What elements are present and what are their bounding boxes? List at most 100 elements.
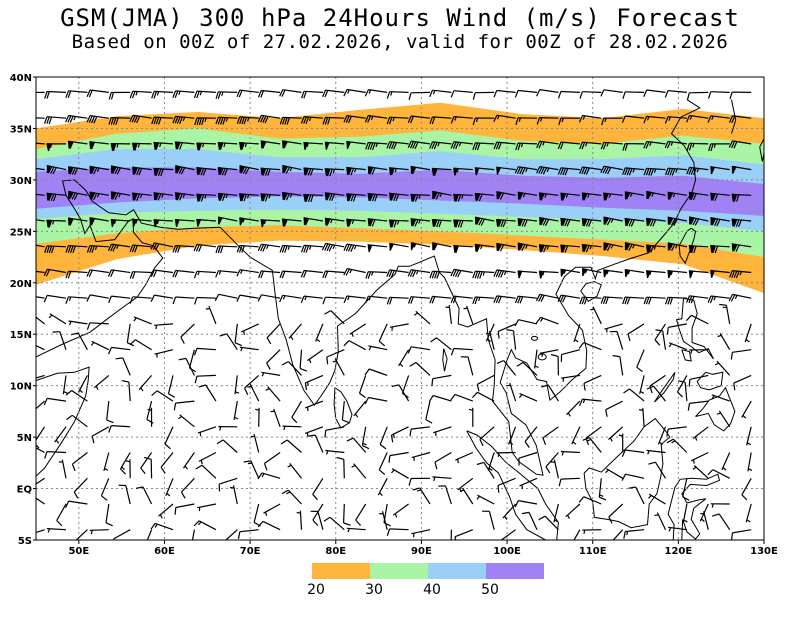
wind-barb <box>383 503 391 527</box>
wind-barb <box>643 296 666 305</box>
wind-barb <box>89 165 109 175</box>
wind-barb <box>578 114 602 123</box>
wind-barb <box>133 316 152 325</box>
wind-barb <box>687 400 709 411</box>
wind-barb <box>353 400 367 418</box>
wind-barb <box>65 245 88 254</box>
wind-barb <box>688 191 709 201</box>
wind-barb <box>364 396 388 405</box>
wind-barb <box>346 140 366 150</box>
wind-barb <box>604 323 623 333</box>
wind-barb <box>521 511 538 530</box>
wind-barb <box>44 245 67 254</box>
wind-barb <box>603 192 623 201</box>
wind-barb <box>538 192 559 201</box>
wind-barb <box>129 114 152 124</box>
wind-barb <box>485 323 495 342</box>
wind-barb <box>343 295 366 304</box>
map-subtitle: Based on 00Z of 27.02.2026, valid for 00… <box>71 31 729 53</box>
wind-barb <box>536 117 559 125</box>
wind-barb <box>516 361 538 376</box>
wind-barb <box>129 296 152 304</box>
wind-barb <box>455 451 474 464</box>
wind-barb <box>411 529 431 538</box>
wind-barb <box>686 91 709 100</box>
lon-tick-label: 120E <box>664 546 692 557</box>
wind-barb <box>431 167 452 176</box>
wind-barb <box>236 116 259 125</box>
wind-barb <box>346 193 366 202</box>
wind-barb <box>129 244 152 253</box>
wind-barb <box>655 329 667 350</box>
wind-barb <box>36 345 45 351</box>
wind-barb <box>65 500 88 508</box>
wind-barb <box>664 167 687 176</box>
wind-barb <box>410 165 431 175</box>
wind-barb <box>493 114 516 123</box>
coast-borneo <box>583 417 671 529</box>
wind-barb <box>132 166 152 176</box>
wind-barb <box>46 192 67 202</box>
wind-barb <box>668 526 687 532</box>
wind-barb <box>103 452 110 472</box>
wind-barb <box>140 452 153 475</box>
wind-barb <box>62 375 68 395</box>
wind-barb <box>514 319 538 327</box>
wind-barb <box>664 140 687 149</box>
wind-barb <box>682 478 690 501</box>
wind-barb <box>453 245 473 253</box>
wind-barb <box>618 433 624 453</box>
wind-barb <box>667 242 688 252</box>
wind-barb <box>624 191 645 200</box>
wind-barb <box>541 384 559 402</box>
wind-barb <box>493 295 516 304</box>
wind-barb <box>716 410 731 428</box>
wind-barb <box>73 477 88 499</box>
wind-barb <box>496 359 517 376</box>
wind-barb <box>308 434 324 453</box>
wind-barb <box>43 268 67 277</box>
wind-barb <box>624 242 645 251</box>
wind-barb <box>358 375 367 398</box>
wind-barb <box>573 323 581 343</box>
wind-barb <box>198 384 217 402</box>
wind-barb <box>450 116 473 124</box>
wind-barb <box>539 349 559 357</box>
wind-barb <box>496 166 516 175</box>
wind-barb <box>36 497 45 505</box>
wind-barb <box>608 426 624 442</box>
wind-barb <box>612 529 624 540</box>
wind-barb <box>151 90 174 99</box>
wind-barb <box>146 400 154 424</box>
map-title: GSM(JMA) 300 hPa 24Hours Wind (m/s) Fore… <box>60 4 740 32</box>
wind-barb <box>558 477 580 487</box>
wind-barb <box>107 243 131 252</box>
wind-barb <box>236 294 259 302</box>
wind-barb <box>236 269 259 277</box>
wind-barb <box>578 496 602 505</box>
wind-barb <box>707 469 730 479</box>
wind-barb <box>600 296 623 305</box>
wind-barb <box>266 323 281 345</box>
wind-barb <box>496 242 516 252</box>
wind-barb <box>312 503 324 526</box>
wind-barb <box>229 485 238 505</box>
wind-barb <box>493 89 516 98</box>
wind-barb <box>257 472 281 480</box>
wind-barb <box>233 400 239 420</box>
wind-barb <box>258 270 281 279</box>
wind-barb <box>364 368 388 376</box>
wind-barb <box>236 244 259 253</box>
wind-barb <box>281 361 302 376</box>
wind-barb <box>282 191 302 201</box>
wind-barb <box>343 115 366 124</box>
wind-barb <box>324 310 345 325</box>
wind-barb <box>205 305 217 325</box>
coast-korea <box>731 99 737 134</box>
wind-barb <box>612 355 624 376</box>
wind-barb <box>539 216 559 227</box>
wind-barb <box>105 503 113 527</box>
wind-barb <box>279 270 302 279</box>
wind-barb <box>536 166 559 175</box>
wind-barb <box>257 114 281 124</box>
